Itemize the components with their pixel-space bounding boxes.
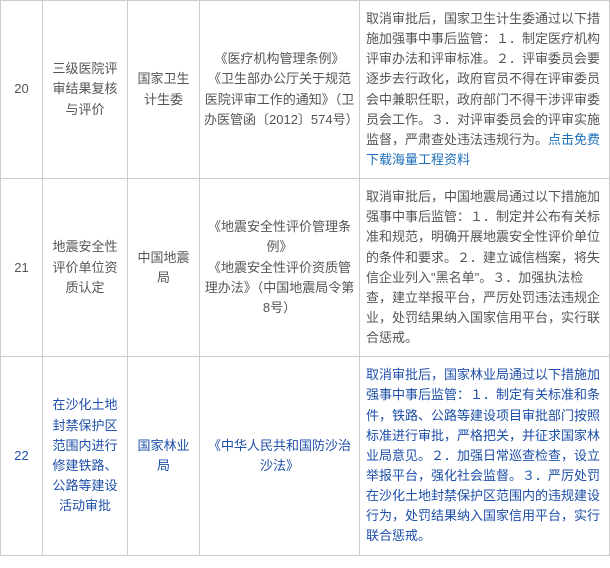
row-number: 22: [1, 357, 43, 555]
table-row: 21地震安全性评价单位资质认定中国地震局《地震安全性评价管理条例》 《地震安全性…: [1, 179, 610, 357]
legal-basis: 《地震安全性评价管理条例》 《地震安全性评价资质管理办法》（中国地震局令第8号）: [200, 179, 360, 357]
description-text: 取消审批后，国家林业局通过以下措施加强事中事后监管：１．制定有关标准和条件，铁路…: [366, 367, 600, 543]
department: 中国地震局: [128, 179, 200, 357]
description-text: 取消审批后，国家卫生计生委通过以下措施加强事中事后监管：１．制定医疗机构评审办法…: [366, 11, 600, 147]
department: 国家林业局: [128, 357, 200, 555]
description-text: 取消审批后，中国地震局通过以下措施加强事中事后监管：１．制定并公布有关标准和规范…: [366, 189, 600, 345]
description: 取消审批后，国家林业局通过以下措施加强事中事后监管：１．制定有关标准和条件，铁路…: [360, 357, 610, 555]
legal-basis: 《医疗机构管理条例》 《卫生部办公厅关于规范医院评审工作的通知》（卫办医管函〔2…: [200, 1, 360, 179]
item-name: 地震安全性评价单位资质认定: [43, 179, 128, 357]
legal-basis: 《中华人民共和国防沙治沙法》: [200, 357, 360, 555]
description: 取消审批后，中国地震局通过以下措施加强事中事后监管：１．制定并公布有关标准和规范…: [360, 179, 610, 357]
description: 取消审批后，国家卫生计生委通过以下措施加强事中事后监管：１．制定医疗机构评审办法…: [360, 1, 610, 179]
row-number: 21: [1, 179, 43, 357]
item-name: 在沙化土地封禁保护区范围内进行修建铁路、公路等建设活动审批: [43, 357, 128, 555]
item-name: 三级医院评审结果复核与评价: [43, 1, 128, 179]
row-number: 20: [1, 1, 43, 179]
department: 国家卫生计生委: [128, 1, 200, 179]
table-row: 22在沙化土地封禁保护区范围内进行修建铁路、公路等建设活动审批国家林业局《中华人…: [1, 357, 610, 555]
table-row: 20三级医院评审结果复核与评价国家卫生计生委《医疗机构管理条例》 《卫生部办公厅…: [1, 1, 610, 179]
regulation-table: 20三级医院评审结果复核与评价国家卫生计生委《医疗机构管理条例》 《卫生部办公厅…: [0, 0, 610, 556]
